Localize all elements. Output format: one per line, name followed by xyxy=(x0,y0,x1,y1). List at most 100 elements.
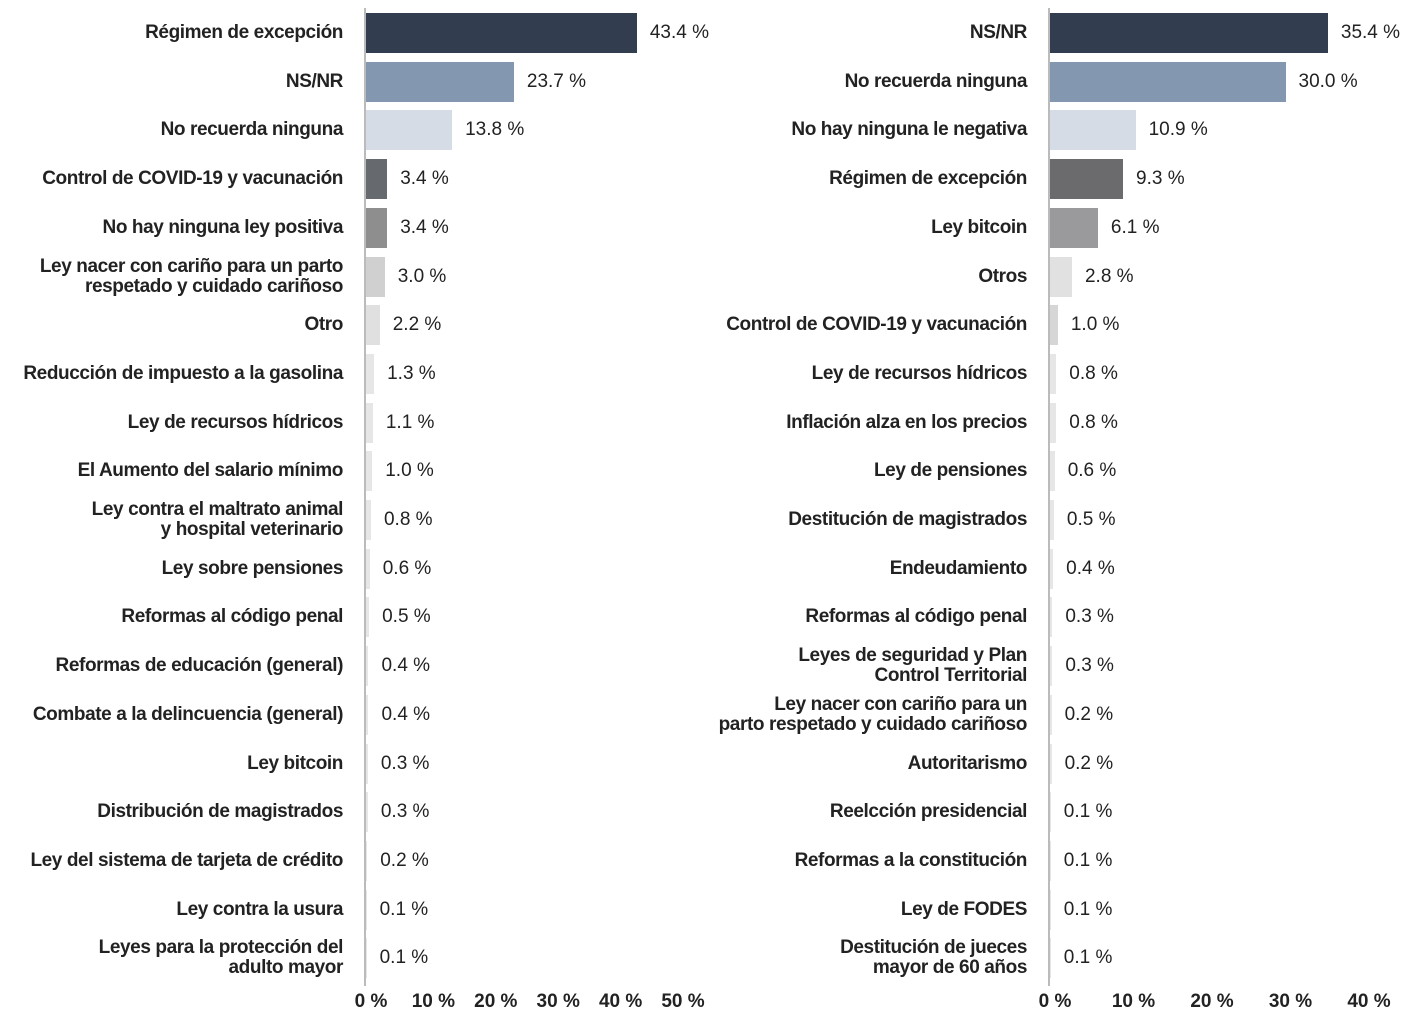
category-label: Reformas al código penal xyxy=(121,606,343,628)
value-label: 0.6 % xyxy=(382,557,432,579)
category-label: Endeudamiento xyxy=(889,557,1028,579)
bar xyxy=(1050,743,1052,784)
value-label: 0.3 % xyxy=(1065,606,1114,628)
value-label: 13.8 % xyxy=(465,119,525,141)
bar xyxy=(1050,305,1058,346)
category-label: Ley nacer con cariño para un parto respe… xyxy=(39,255,344,297)
category-label: Inflación alza en los precios xyxy=(786,411,1027,433)
value-label: 0.3 % xyxy=(1065,655,1114,677)
axis-line xyxy=(364,8,366,986)
category-label: Ley bitcoin xyxy=(247,752,343,774)
bar xyxy=(366,451,373,492)
value-label: 1.1 % xyxy=(385,411,435,433)
value-label: 23.7 % xyxy=(526,70,587,92)
category-label: Ley de recursos hídricos xyxy=(127,411,344,433)
value-label: 0.1 % xyxy=(1063,849,1113,871)
bar xyxy=(366,353,375,394)
bar xyxy=(366,256,385,297)
value-label: 0.1 % xyxy=(1063,898,1113,920)
bar xyxy=(1050,353,1057,394)
value-label: 3.4 % xyxy=(400,168,449,190)
bar xyxy=(1050,256,1072,297)
bar xyxy=(1050,646,1053,687)
category-label: Reformas de educación (general) xyxy=(55,655,344,677)
value-label: 35.4 % xyxy=(1340,22,1401,43)
value-label: 9.3 % xyxy=(1136,168,1185,190)
bar xyxy=(366,110,453,151)
bar xyxy=(1050,548,1054,589)
x-tick-label: 20 % xyxy=(474,991,518,1012)
category-label: No hay ninguna ley positiva xyxy=(102,216,344,238)
category-label: Destitución de jueces mayor de 60 años xyxy=(840,937,1027,979)
bar xyxy=(1050,13,1328,53)
category-label: Combate a la delincuencia (general) xyxy=(32,703,344,725)
category-label: Ley de FODES xyxy=(900,898,1028,920)
category-label: Reformas al código penal xyxy=(805,606,1027,628)
category-label: Ley de pensiones xyxy=(873,460,1027,482)
value-label: 0.2 % xyxy=(380,849,429,871)
bar xyxy=(366,938,367,979)
value-label: 10.9 % xyxy=(1148,119,1208,141)
category-label: Autoritarismo xyxy=(907,752,1028,774)
bar xyxy=(366,840,368,881)
x-tick-label: 10 % xyxy=(411,991,456,1012)
x-tick-label: 0 % xyxy=(1038,991,1072,1012)
value-label: 0.8 % xyxy=(1069,411,1118,433)
category-label: No hay ninguna le negativa xyxy=(791,119,1027,141)
bar xyxy=(366,646,369,687)
category-label: Distribución de magistrados xyxy=(97,801,343,823)
x-tick-label: 0 % xyxy=(354,991,388,1012)
bar xyxy=(1050,500,1054,540)
x-tick-label: 40 % xyxy=(1347,991,1391,1012)
bar xyxy=(1050,61,1286,102)
value-label: 0.5 % xyxy=(1066,509,1116,530)
value-label: 0.1 % xyxy=(1063,801,1113,823)
value-label: 6.1 % xyxy=(1110,216,1160,238)
category-label: Otros xyxy=(978,265,1027,287)
x-tick-label: 10 % xyxy=(1111,991,1156,1012)
bar xyxy=(366,597,370,638)
value-label: 0.4 % xyxy=(381,655,431,677)
category-label: Reelcción presidencial xyxy=(829,801,1028,823)
x-tick-label: 30 % xyxy=(536,991,580,1012)
value-label: 0.3 % xyxy=(380,752,430,774)
bar xyxy=(1050,207,1098,248)
value-label: 3.4 % xyxy=(400,216,449,238)
category-label: El Aumento del salario mínimo xyxy=(77,460,344,482)
category-label: Ley sobre pensiones xyxy=(161,557,344,579)
bar xyxy=(366,402,373,443)
category-label: NS/NR xyxy=(285,70,344,92)
value-label: 0.6 % xyxy=(1067,460,1117,482)
value-label: 0.4 % xyxy=(1066,557,1115,579)
value-label: 0.8 % xyxy=(383,509,433,530)
category-label: No recuerda ninguna xyxy=(844,70,1028,92)
bar xyxy=(366,500,371,540)
category-label: Leyes de seguridad y Plan Control Territ… xyxy=(798,645,1027,687)
axis-line xyxy=(1048,8,1050,986)
category-label: Ley nacer con cariño para un parto respe… xyxy=(718,693,1028,735)
bar xyxy=(1050,159,1123,200)
category-label: Control de COVID-19 y vacunación xyxy=(42,168,343,190)
x-tick-label: 20 % xyxy=(1190,991,1234,1012)
bar xyxy=(1050,938,1051,979)
category-label: Otro xyxy=(304,314,343,336)
value-label: 1.0 % xyxy=(385,460,434,482)
value-label: 2.8 % xyxy=(1084,265,1134,287)
category-label: Régimen de excepción xyxy=(829,168,1027,190)
category-label: Reformas a la constitución xyxy=(794,849,1028,871)
value-label: 0.4 % xyxy=(381,703,431,725)
x-tick-label: 40 % xyxy=(598,991,643,1012)
value-label: 0.1 % xyxy=(1063,947,1113,969)
bar xyxy=(366,792,368,833)
value-label: 0.5 % xyxy=(382,606,431,628)
value-label: 3.0 % xyxy=(397,265,447,287)
bar xyxy=(366,207,388,248)
value-label: 0.2 % xyxy=(1064,752,1114,774)
value-label: 0.2 % xyxy=(1064,703,1114,725)
category-label: Ley contra la usura xyxy=(176,898,343,920)
bar xyxy=(1050,889,1051,930)
bar xyxy=(366,61,514,102)
bar xyxy=(1050,597,1053,638)
value-label: 30.0 % xyxy=(1298,70,1358,92)
